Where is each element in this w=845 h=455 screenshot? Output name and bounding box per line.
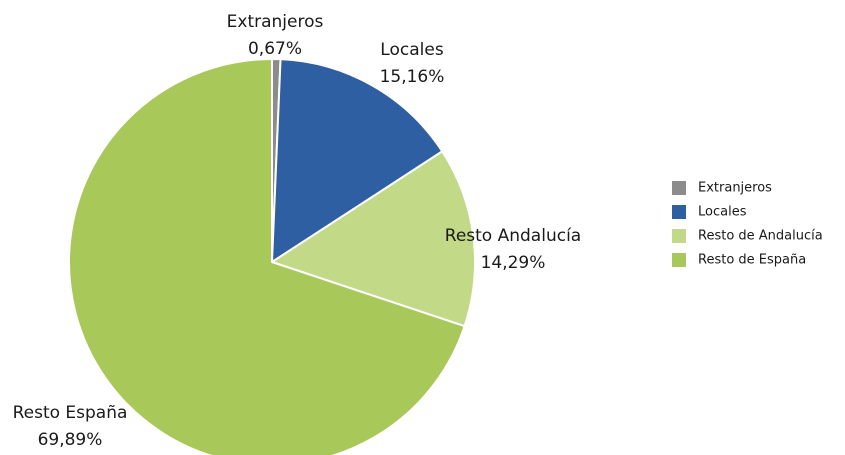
pie-slice [270, 58, 444, 264]
slice-value-label: 15,16% [380, 67, 445, 87]
slice-value-label: 0,67% [248, 39, 302, 59]
pie-slice [68, 57, 466, 455]
pie-slice [269, 150, 476, 328]
legend-label: Locales [698, 205, 747, 220]
legend-label: Resto de España [698, 253, 806, 268]
slice-label: Extranjeros [227, 12, 324, 32]
slice-label: Resto Andalucía [445, 226, 581, 246]
slice-label: Resto España [13, 403, 128, 423]
slice-label: Locales [380, 40, 444, 60]
slice-value-label: 69,89% [38, 430, 103, 450]
legend-swatch [672, 205, 686, 219]
slice-value-label: 14,29% [481, 253, 546, 273]
legend-swatch [672, 181, 686, 195]
legend-swatch [672, 229, 686, 243]
legend-label: Resto de Andalucía [698, 229, 823, 244]
legend-swatch [672, 253, 686, 267]
legend-label: Extranjeros [698, 181, 772, 196]
